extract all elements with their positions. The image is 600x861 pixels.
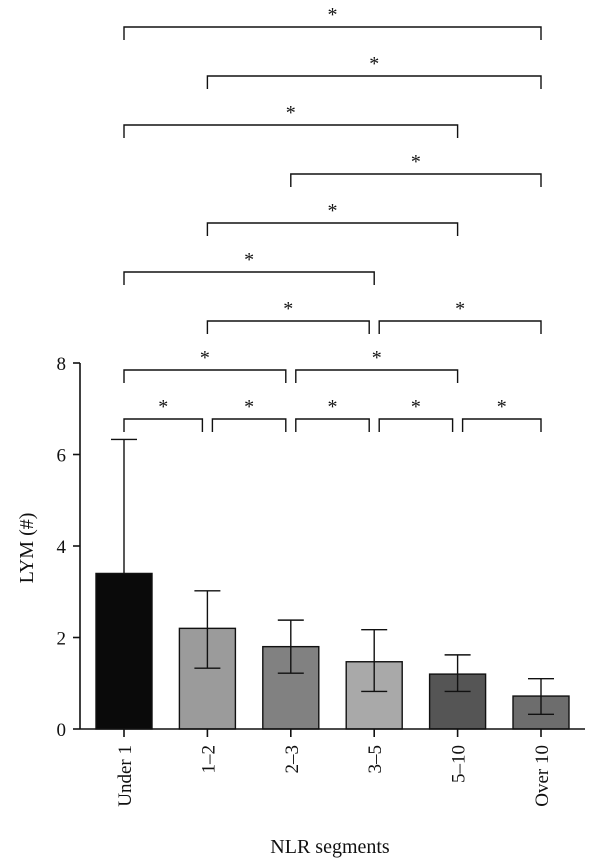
x-tick-label: Over 10 — [532, 745, 553, 807]
error-bars-layer — [111, 438, 554, 716]
significance-bracket: * — [461, 396, 542, 432]
significance-star: * — [328, 200, 338, 222]
significance-star: * — [497, 396, 507, 418]
significance-star: * — [244, 396, 254, 418]
y-tick-label: 0 — [57, 720, 67, 741]
error-bar-0 — [111, 438, 137, 574]
significance-bracket: * — [206, 200, 459, 236]
significance-bracket: * — [123, 249, 375, 285]
x-axis: Under 1 1–2 2–3 3–5 5–10 Over 10 — [80, 728, 585, 807]
significance-bracket: * — [123, 347, 287, 383]
significance-star: * — [328, 396, 338, 418]
significance-star: * — [328, 4, 338, 26]
y-tick-label: 6 — [57, 446, 67, 467]
significance-star: * — [369, 53, 379, 75]
significance-star: * — [411, 151, 421, 173]
x-tick-label: 3–5 — [365, 745, 386, 774]
significance-bracket: * — [378, 298, 542, 334]
significance-bracket: * — [206, 53, 542, 89]
significance-star: * — [283, 298, 293, 320]
error-bar-2 — [277, 619, 304, 674]
x-tick-label: 5–10 — [449, 745, 470, 783]
significance-bracket: * — [290, 151, 542, 187]
y-tick-label: 2 — [57, 629, 67, 650]
y-axis: 0 2 4 6 8 — [57, 354, 81, 741]
x-tick-label: Under 1 — [115, 745, 136, 807]
error-bar-4 — [444, 654, 471, 693]
error-bar-5 — [528, 677, 554, 716]
significance-brackets: * * * * * * * * * * * * * * * — [123, 4, 542, 432]
y-axis-title: LYM (#) — [16, 513, 38, 584]
error-bar-3 — [361, 629, 388, 693]
bracket-line — [295, 418, 370, 432]
bracket-line — [206, 222, 459, 236]
significance-bracket: * — [295, 347, 459, 383]
significance-star: * — [411, 396, 421, 418]
error-bar-1 — [194, 590, 221, 669]
bracket-line — [290, 173, 542, 187]
bar-4 — [428, 673, 487, 730]
significance-bracket: * — [123, 102, 459, 138]
significance-bracket: * — [295, 396, 370, 432]
bracket-line — [378, 418, 454, 432]
significance-star: * — [286, 102, 296, 124]
bracket-line — [206, 75, 542, 89]
significance-bracket: * — [123, 4, 542, 40]
significance-star: * — [455, 298, 465, 320]
bracket-line — [378, 320, 542, 334]
bracket-line — [123, 369, 287, 383]
bracket-line — [206, 320, 370, 334]
bar-0 — [95, 572, 153, 730]
bracket-line — [123, 271, 375, 285]
bracket-line — [461, 418, 542, 432]
bracket-line — [295, 369, 459, 383]
significance-star: * — [244, 249, 254, 271]
significance-star: * — [158, 396, 168, 418]
x-tick-label: 2–3 — [282, 745, 303, 774]
y-tick-label: 8 — [57, 354, 67, 375]
significance-bracket: * — [206, 298, 370, 334]
significance-bracket: * — [378, 396, 454, 432]
x-axis-title: NLR segments — [270, 836, 390, 858]
bracket-line — [123, 418, 204, 432]
x-tick-label: 1–2 — [198, 745, 219, 774]
significance-star: * — [372, 347, 382, 369]
significance-bracket: * — [211, 396, 287, 432]
bracket-line — [123, 26, 542, 40]
significance-star: * — [200, 347, 210, 369]
bracket-line — [211, 418, 287, 432]
significance-bracket: * — [123, 396, 204, 432]
y-tick-label: 4 — [57, 537, 67, 558]
bracket-line — [123, 124, 459, 138]
bars-layer — [95, 572, 570, 730]
